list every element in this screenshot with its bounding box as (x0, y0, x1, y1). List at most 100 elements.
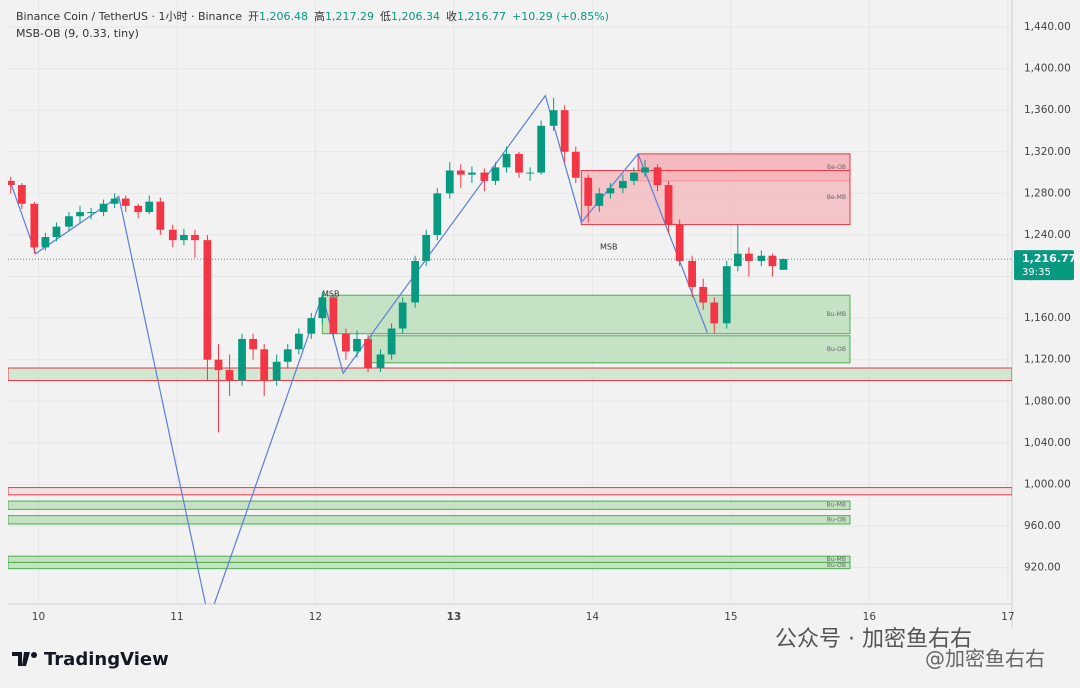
logo: TradingView (12, 649, 169, 670)
candle-body (318, 297, 327, 319)
candle-body (722, 266, 731, 324)
candle-body (364, 338, 372, 369)
watermark-handle: @加密鱼右右 (925, 647, 1045, 671)
candle-body (595, 193, 604, 206)
zone (8, 367, 1012, 381)
candle-body (376, 354, 385, 369)
logo-dot (31, 652, 37, 658)
candle-body (710, 302, 719, 324)
candle-body (307, 318, 316, 334)
candle-body (294, 333, 303, 350)
candle-body (353, 338, 361, 352)
candle-body (145, 201, 154, 213)
zone (370, 335, 851, 364)
watermark: 公众号 · 加密鱼右右 (775, 627, 972, 652)
zone-label: Be-OB (827, 164, 846, 171)
zone (8, 555, 851, 563)
candle-body (571, 151, 580, 178)
y-tick-label: 1,400.00 (1024, 63, 1071, 75)
candle-body (537, 125, 546, 173)
last-price-box (1014, 250, 1074, 281)
candle-body (249, 338, 257, 350)
y-tick-label: 920.00 (1024, 562, 1061, 574)
candle-body (87, 212, 95, 214)
candle-body (168, 229, 177, 241)
candle-body (65, 216, 73, 227)
candle-body (688, 260, 696, 287)
zone (8, 561, 851, 570)
y-tick-label: 1,040.00 (1024, 437, 1071, 449)
candle-body (675, 224, 684, 261)
candle-body (225, 370, 234, 381)
candle-body (17, 185, 26, 204)
y-tick-label: 1,120.00 (1024, 354, 1071, 366)
zone-label: Bu-OB (827, 562, 846, 569)
countdown: 39:35 (1022, 267, 1051, 278)
y-tick-label: 1,080.00 (1024, 395, 1071, 407)
y-tick-label: 1,360.00 (1024, 104, 1071, 116)
candle-body (260, 349, 269, 381)
ohlc-label: 开 (248, 10, 259, 23)
x-tick-label: 13 (447, 611, 462, 623)
zone-label: Bu-OB (827, 346, 846, 353)
candle-body (342, 333, 350, 352)
candle-body (515, 153, 523, 173)
plot: Be-OBBe-MBBu-MBBu-OBBu-MBBu-OBBu-MBBu-OB… (8, 94, 1012, 604)
y-tick-label: 1,240.00 (1024, 229, 1071, 241)
zone (8, 487, 1012, 496)
candle-body (456, 170, 465, 175)
candle-body (191, 234, 199, 241)
candle-body (664, 185, 673, 225)
ohlc-label: 收 (446, 9, 457, 23)
candle-body (445, 170, 454, 194)
candle-body (618, 180, 627, 189)
candle-body (549, 110, 558, 126)
logo-text: TradingView (44, 649, 169, 670)
candle-body (733, 253, 742, 267)
candle-body (502, 153, 511, 168)
candle-body (641, 167, 649, 173)
x-tick-label: 10 (32, 611, 45, 623)
candle-body (52, 226, 61, 238)
candle-body (387, 328, 396, 355)
y-tick-label: 1,440.00 (1024, 21, 1071, 33)
y-tick-label: 1,000.00 (1024, 478, 1071, 490)
ohlc-label: 高 (314, 9, 325, 23)
candle-body (30, 203, 39, 248)
ohlc-value: 1,217.29 (325, 10, 374, 23)
candle-body (41, 237, 50, 248)
candle-body (329, 297, 338, 334)
ohlc-value: 1,216.77 (457, 10, 506, 23)
zone-label: Bu-MB (827, 556, 846, 563)
zone (321, 294, 851, 335)
axes: 920.00 960.00 1,000.00 1,040.00 1,080.00 1,12… (32, 21, 1077, 623)
candle-body (99, 203, 108, 213)
candle-body (398, 302, 407, 329)
candle-body (526, 172, 534, 174)
candle-body (214, 359, 223, 371)
x-tick-label: 17 (1001, 611, 1014, 623)
x-tick-label: 12 (309, 611, 322, 623)
ohlc-value: 1,206.48 (259, 10, 308, 23)
y-tick-label: 1,160.00 (1024, 312, 1071, 324)
zone-label: Bu-MB (827, 311, 846, 318)
zone (8, 500, 851, 510)
candle-body (468, 172, 476, 175)
annotation: MSB (600, 243, 617, 252)
last-price-label: 1,216.77 (1022, 252, 1076, 265)
y-tick-label: 1,280.00 (1024, 187, 1071, 199)
candle-body (283, 349, 292, 362)
zone-label: Bu-MB (827, 502, 846, 509)
candle-body (560, 110, 569, 152)
candle-body (8, 180, 15, 186)
candle-body (272, 361, 281, 381)
x-tick-label: 16 (863, 611, 877, 623)
x-tick-label: 15 (724, 611, 737, 623)
candle-body (584, 177, 593, 206)
candle-body (179, 234, 188, 241)
ohlc-value: 1,206.34 (391, 10, 440, 23)
zone-label: Bu-OB (827, 516, 846, 523)
annotation: MSB (322, 290, 339, 299)
x-tick-label: 14 (586, 611, 600, 623)
candle-body (110, 198, 119, 204)
